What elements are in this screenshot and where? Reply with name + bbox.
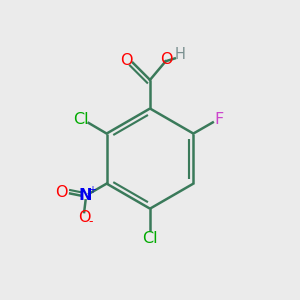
Text: O: O: [55, 185, 68, 200]
Text: N: N: [79, 188, 92, 203]
Text: F: F: [214, 112, 223, 127]
Text: O: O: [120, 53, 133, 68]
Text: O: O: [160, 52, 172, 67]
Text: H: H: [175, 47, 185, 62]
Text: Cl: Cl: [142, 232, 158, 247]
Text: +: +: [88, 185, 96, 195]
Text: O: O: [78, 210, 90, 225]
Text: -: -: [88, 215, 93, 228]
Text: Cl: Cl: [73, 112, 89, 127]
